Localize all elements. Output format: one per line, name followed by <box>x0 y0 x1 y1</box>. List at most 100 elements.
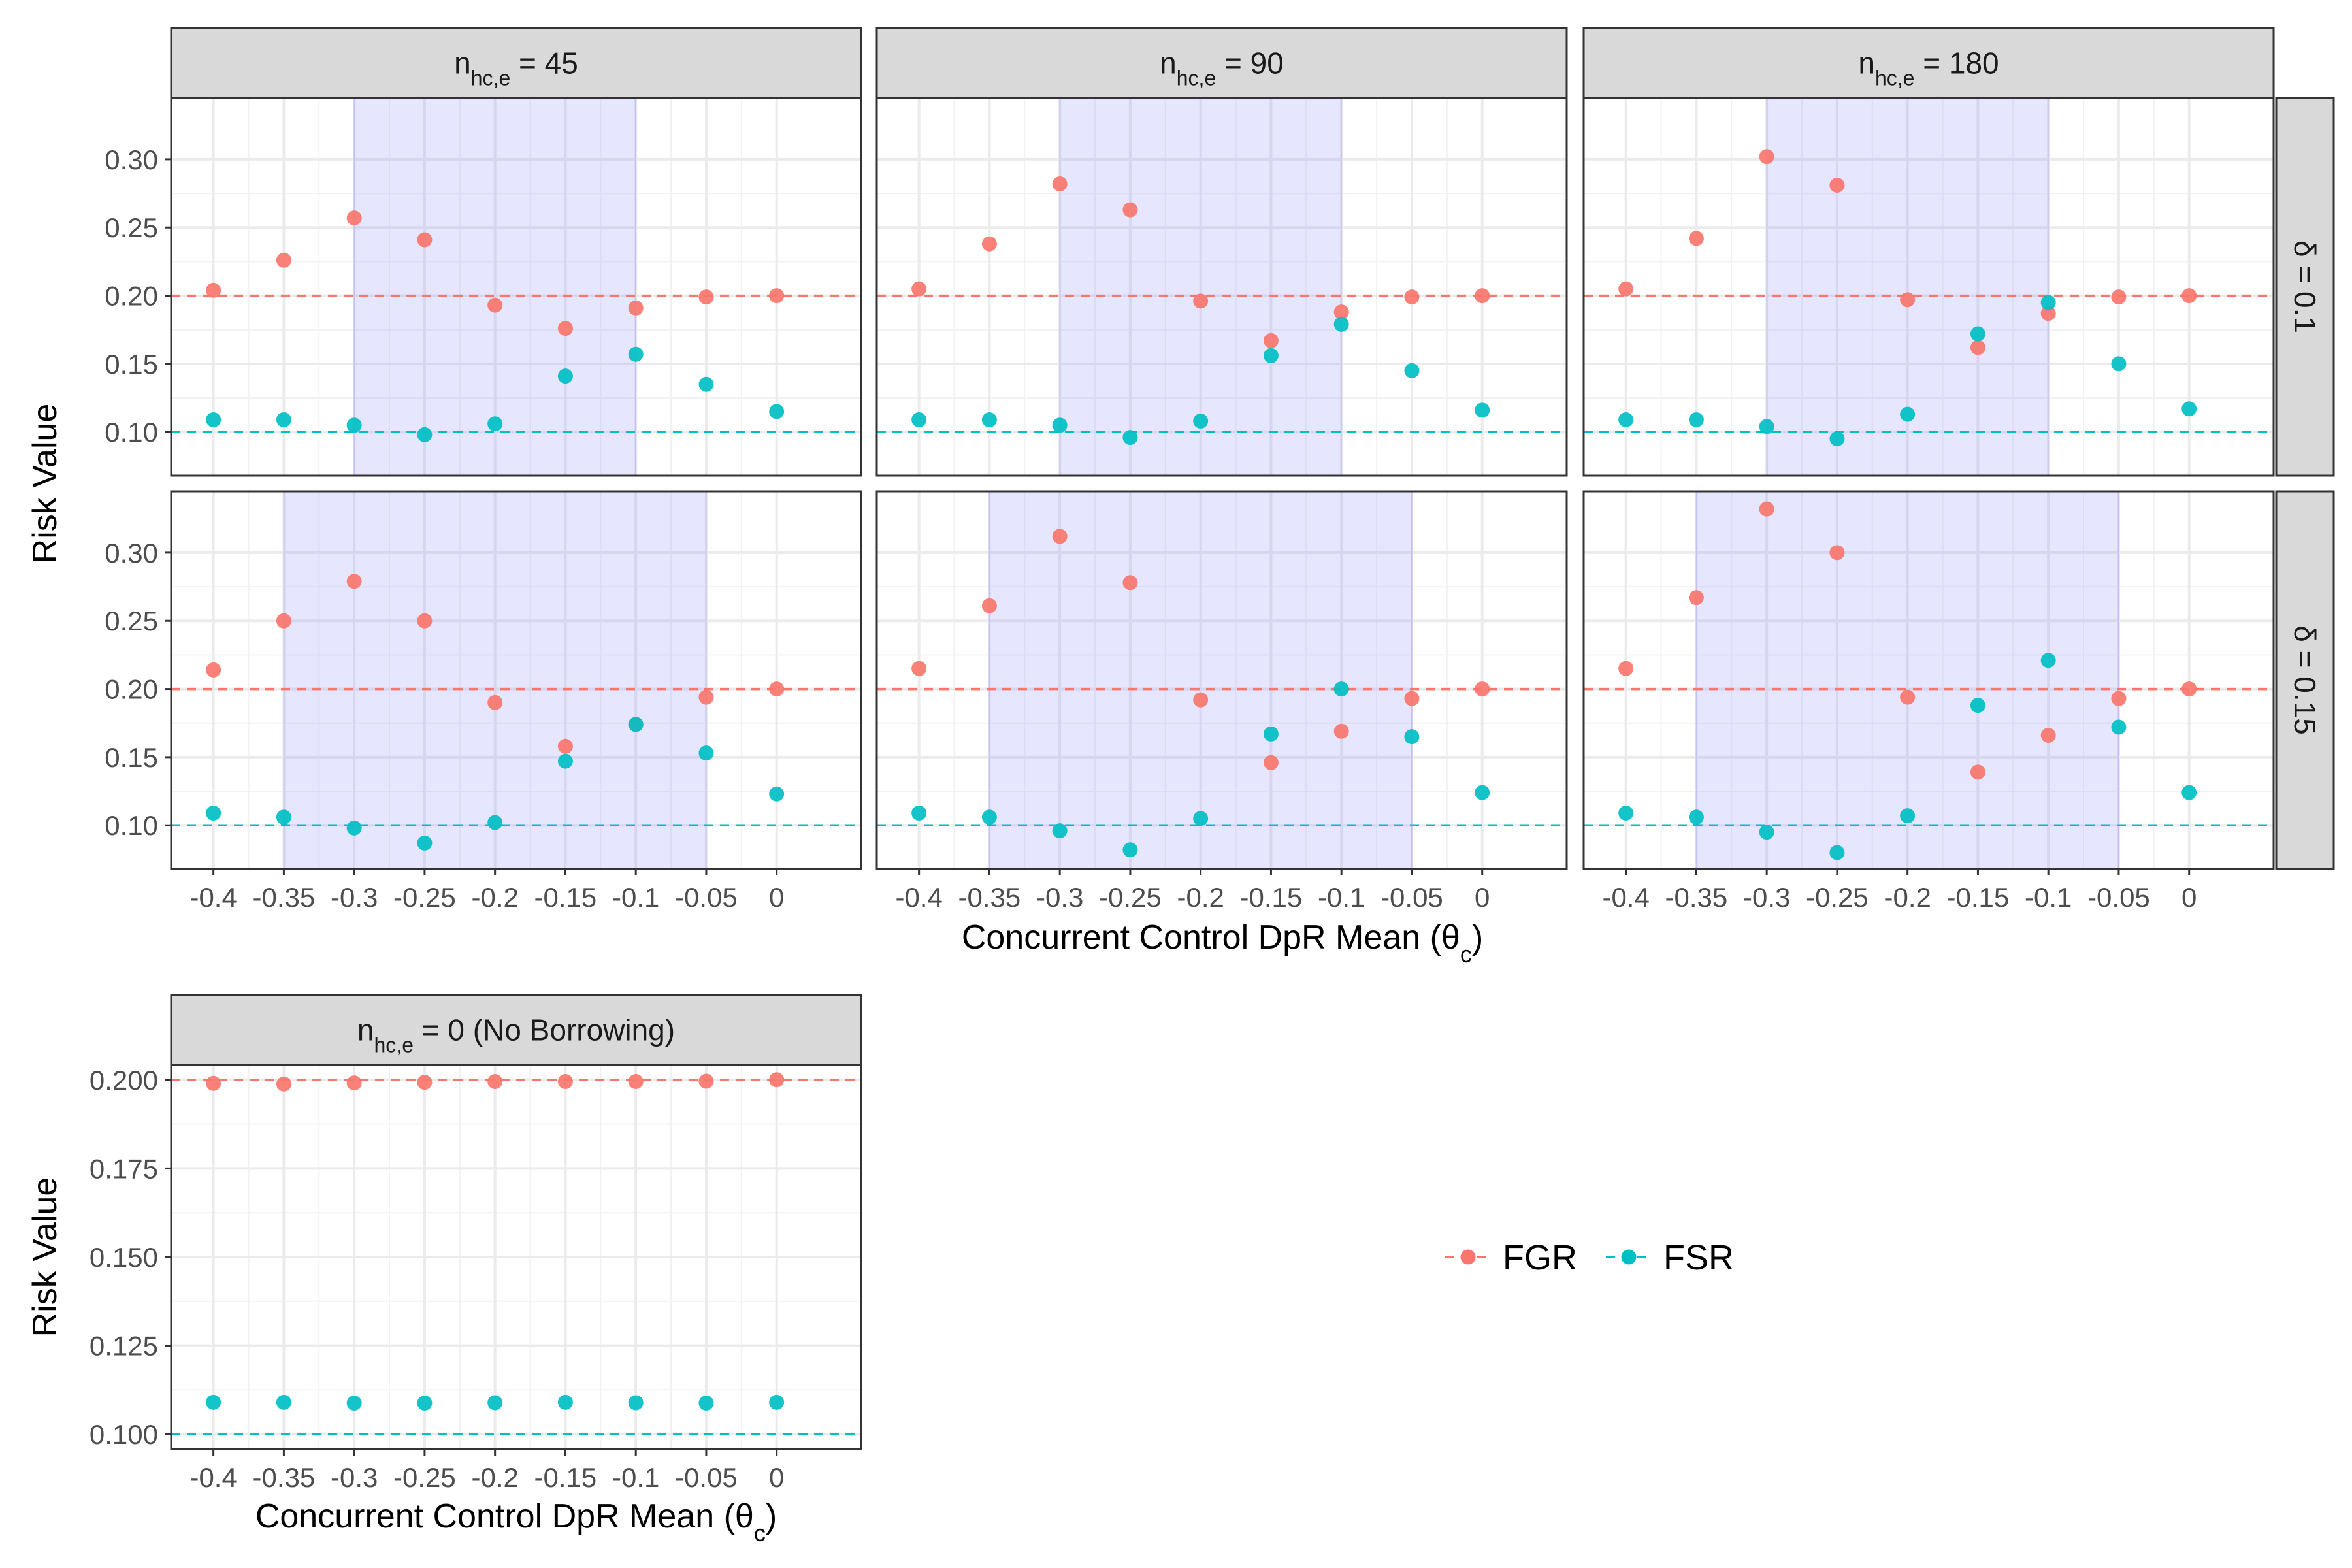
fsr-point <box>1333 681 1349 697</box>
fsr-point <box>1475 402 1490 418</box>
y-tick-label: 0.20 <box>105 281 158 312</box>
fgr-point <box>346 210 362 226</box>
fgr-point <box>1263 333 1279 348</box>
fsr-point <box>2111 356 2127 372</box>
panel-background <box>877 491 1567 869</box>
fsr-point <box>911 412 927 427</box>
fgr-point <box>557 321 573 336</box>
fgr-point <box>2111 289 2127 305</box>
fgr-point <box>1404 289 1420 305</box>
x-tick-label: -0.25 <box>1099 882 1162 913</box>
x-tick-label: -0.35 <box>253 1462 316 1493</box>
fgr-point <box>769 681 785 697</box>
fsr-point <box>1829 845 1845 860</box>
fgr-point <box>1333 723 1349 739</box>
panel-border <box>170 490 862 870</box>
fsr-point <box>1475 785 1490 800</box>
fsr-point <box>417 427 433 442</box>
fsr-point <box>206 1394 221 1410</box>
fgr-point <box>1688 231 1704 246</box>
facet-row-strip <box>2275 490 2335 870</box>
legend-key-point <box>1621 1249 1637 1265</box>
x-tick-label: -0.05 <box>675 1462 738 1493</box>
fgr-point <box>1193 293 1209 309</box>
y-tick-label: 0.30 <box>105 538 158 568</box>
legend-label: FSR <box>1663 1238 1734 1277</box>
x-tick-label: -0.25 <box>1806 882 1869 913</box>
fsr-point <box>487 1395 503 1411</box>
fsr-point <box>487 815 503 830</box>
fgr-point <box>698 289 714 305</box>
fsr-point <box>698 1395 714 1411</box>
x-tick-label: -0.1 <box>2025 882 2072 913</box>
x-tick-label: -0.1 <box>612 882 659 913</box>
facet-strip-label: nhc,e = 180 <box>1858 46 1999 90</box>
x-tick-label: -0.2 <box>1884 882 1931 913</box>
fgr-point <box>1052 176 1068 191</box>
fgr-point <box>1900 292 1916 308</box>
fsr-point <box>2040 295 2056 310</box>
fsr-point <box>1122 430 1138 446</box>
fgr-point <box>1829 545 1845 561</box>
fgr-point <box>981 598 997 613</box>
x-tick-label: -0.4 <box>895 882 942 913</box>
panel-border <box>875 490 1568 870</box>
x-tick-label: -0.15 <box>1947 882 2010 913</box>
fsr-point <box>769 1394 785 1410</box>
fsr-point <box>1900 406 1916 422</box>
x-tick-label: -0.3 <box>1743 882 1790 913</box>
fsr-point <box>2181 401 2197 417</box>
fsr-point <box>1688 412 1704 427</box>
fgr-point <box>769 288 785 304</box>
fsr-point <box>346 417 362 433</box>
facet-strip-label: nhc,e = 45 <box>454 46 578 90</box>
fgr-point <box>1829 178 1845 193</box>
x-tick-label: 0 <box>769 1462 784 1493</box>
fgr-point <box>1618 661 1634 676</box>
x-tick-label: -0.25 <box>393 1462 456 1493</box>
fgr-point <box>1263 755 1279 770</box>
fgr-point <box>911 281 927 297</box>
fgr-point <box>346 1075 362 1091</box>
fgr-point <box>1475 681 1490 697</box>
y-tick-label: 0.15 <box>105 349 158 380</box>
fsr-point <box>1333 316 1349 332</box>
fgr-point <box>1759 501 1774 517</box>
fsr-point <box>1759 419 1774 434</box>
fgr-point <box>557 738 573 754</box>
fgr-point <box>1122 202 1138 218</box>
fsr-point <box>628 1395 644 1411</box>
fgr-point <box>769 1072 785 1088</box>
fsr-point <box>1970 698 1985 713</box>
x-tick-label: -0.25 <box>393 882 456 913</box>
fsr-point <box>1970 326 1985 342</box>
panel-border <box>1582 97 2275 477</box>
panel-border <box>875 97 1568 477</box>
x-tick-label: -0.3 <box>1036 882 1083 913</box>
y-tick-label: 0.150 <box>90 1242 158 1273</box>
x-tick-label: -0.15 <box>534 1462 597 1493</box>
fsr-point <box>1263 726 1279 742</box>
x-tick-label: -0.35 <box>253 882 316 913</box>
fgr-point <box>698 689 714 705</box>
y-tick-label: 0.100 <box>90 1419 158 1450</box>
fsr-point <box>487 416 503 432</box>
fgr-point <box>346 574 362 589</box>
shaded-region <box>283 491 707 870</box>
fsr-point <box>1193 414 1209 429</box>
x-tick-label: -0.2 <box>1177 882 1224 913</box>
y-tick-label: 0.10 <box>105 810 158 841</box>
shaded-region <box>1059 97 1343 476</box>
y-tick-label: 0.20 <box>105 674 158 705</box>
x-axis-title: Concurrent Control DpR Mean (θc) <box>962 919 1483 968</box>
x-tick-label: -0.4 <box>189 882 237 913</box>
y-tick-label: 0.15 <box>105 742 158 773</box>
shaded-region <box>353 97 637 476</box>
fsr-point <box>769 404 785 419</box>
fgr-point <box>417 613 433 629</box>
fgr-point <box>417 232 433 248</box>
fsr-point <box>557 753 573 769</box>
fgr-point <box>2040 728 2056 743</box>
x-tick-label: -0.05 <box>1380 882 1443 913</box>
fgr-point <box>206 662 221 678</box>
